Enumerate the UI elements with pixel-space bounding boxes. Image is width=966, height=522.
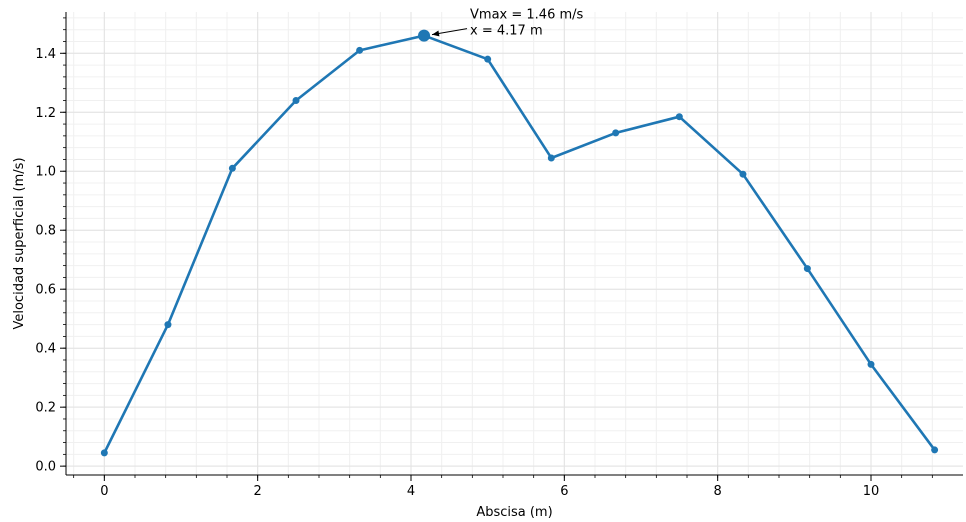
data-point (547, 154, 555, 162)
data-point (612, 129, 620, 137)
x-tick-label: 4 (407, 484, 415, 499)
annotation-vmax-label: Vmax = 1.46 m/s (470, 8, 583, 23)
y-tick-label: 0.2 (35, 401, 56, 416)
data-point (292, 96, 300, 104)
data-point (803, 265, 811, 273)
max-point-marker (418, 29, 431, 42)
x-ticks: 0 2 4 6 8 10 (73, 475, 933, 499)
y-tick-label: 1.0 (35, 165, 56, 180)
annotation-x-label: x = 4.17 m (470, 24, 543, 39)
x-tick-label: 8 (714, 484, 722, 499)
series-line (103, 34, 936, 454)
x-axis-label: Abscisa (m) (476, 505, 552, 520)
series (100, 29, 939, 457)
data-point (356, 46, 364, 54)
data-point (228, 164, 236, 172)
y-tick-label: 0.0 (35, 460, 56, 475)
y-tick-label: 1.2 (35, 106, 56, 121)
x-tick-label: 0 (100, 484, 108, 499)
y-axis-label: Velocidad superficial (m/s) (12, 157, 27, 329)
y-tick-label: 0.4 (35, 342, 56, 357)
data-point (675, 113, 683, 121)
data-point (484, 55, 492, 63)
y-tick-label: 0.8 (35, 224, 56, 239)
axes (65, 12, 963, 476)
data-point (867, 360, 875, 368)
data-point (164, 321, 172, 329)
annotation: Vmax = 1.46 m/s x = 4.17 m (431, 8, 584, 39)
annotation-arrowhead (432, 30, 440, 37)
y-ticks: 0.0 0.2 0.4 0.6 0.8 1.0 1.2 1.4 (35, 17, 66, 475)
data-point (739, 170, 747, 178)
grid (66, 12, 963, 475)
y-tick-label: 1.4 (35, 47, 56, 62)
data-point (931, 446, 939, 454)
data-point (100, 449, 108, 457)
x-tick-label: 6 (560, 484, 568, 499)
y-tick-label: 0.6 (35, 283, 56, 298)
x-tick-label: 2 (254, 484, 262, 499)
x-tick-label: 10 (863, 484, 880, 499)
